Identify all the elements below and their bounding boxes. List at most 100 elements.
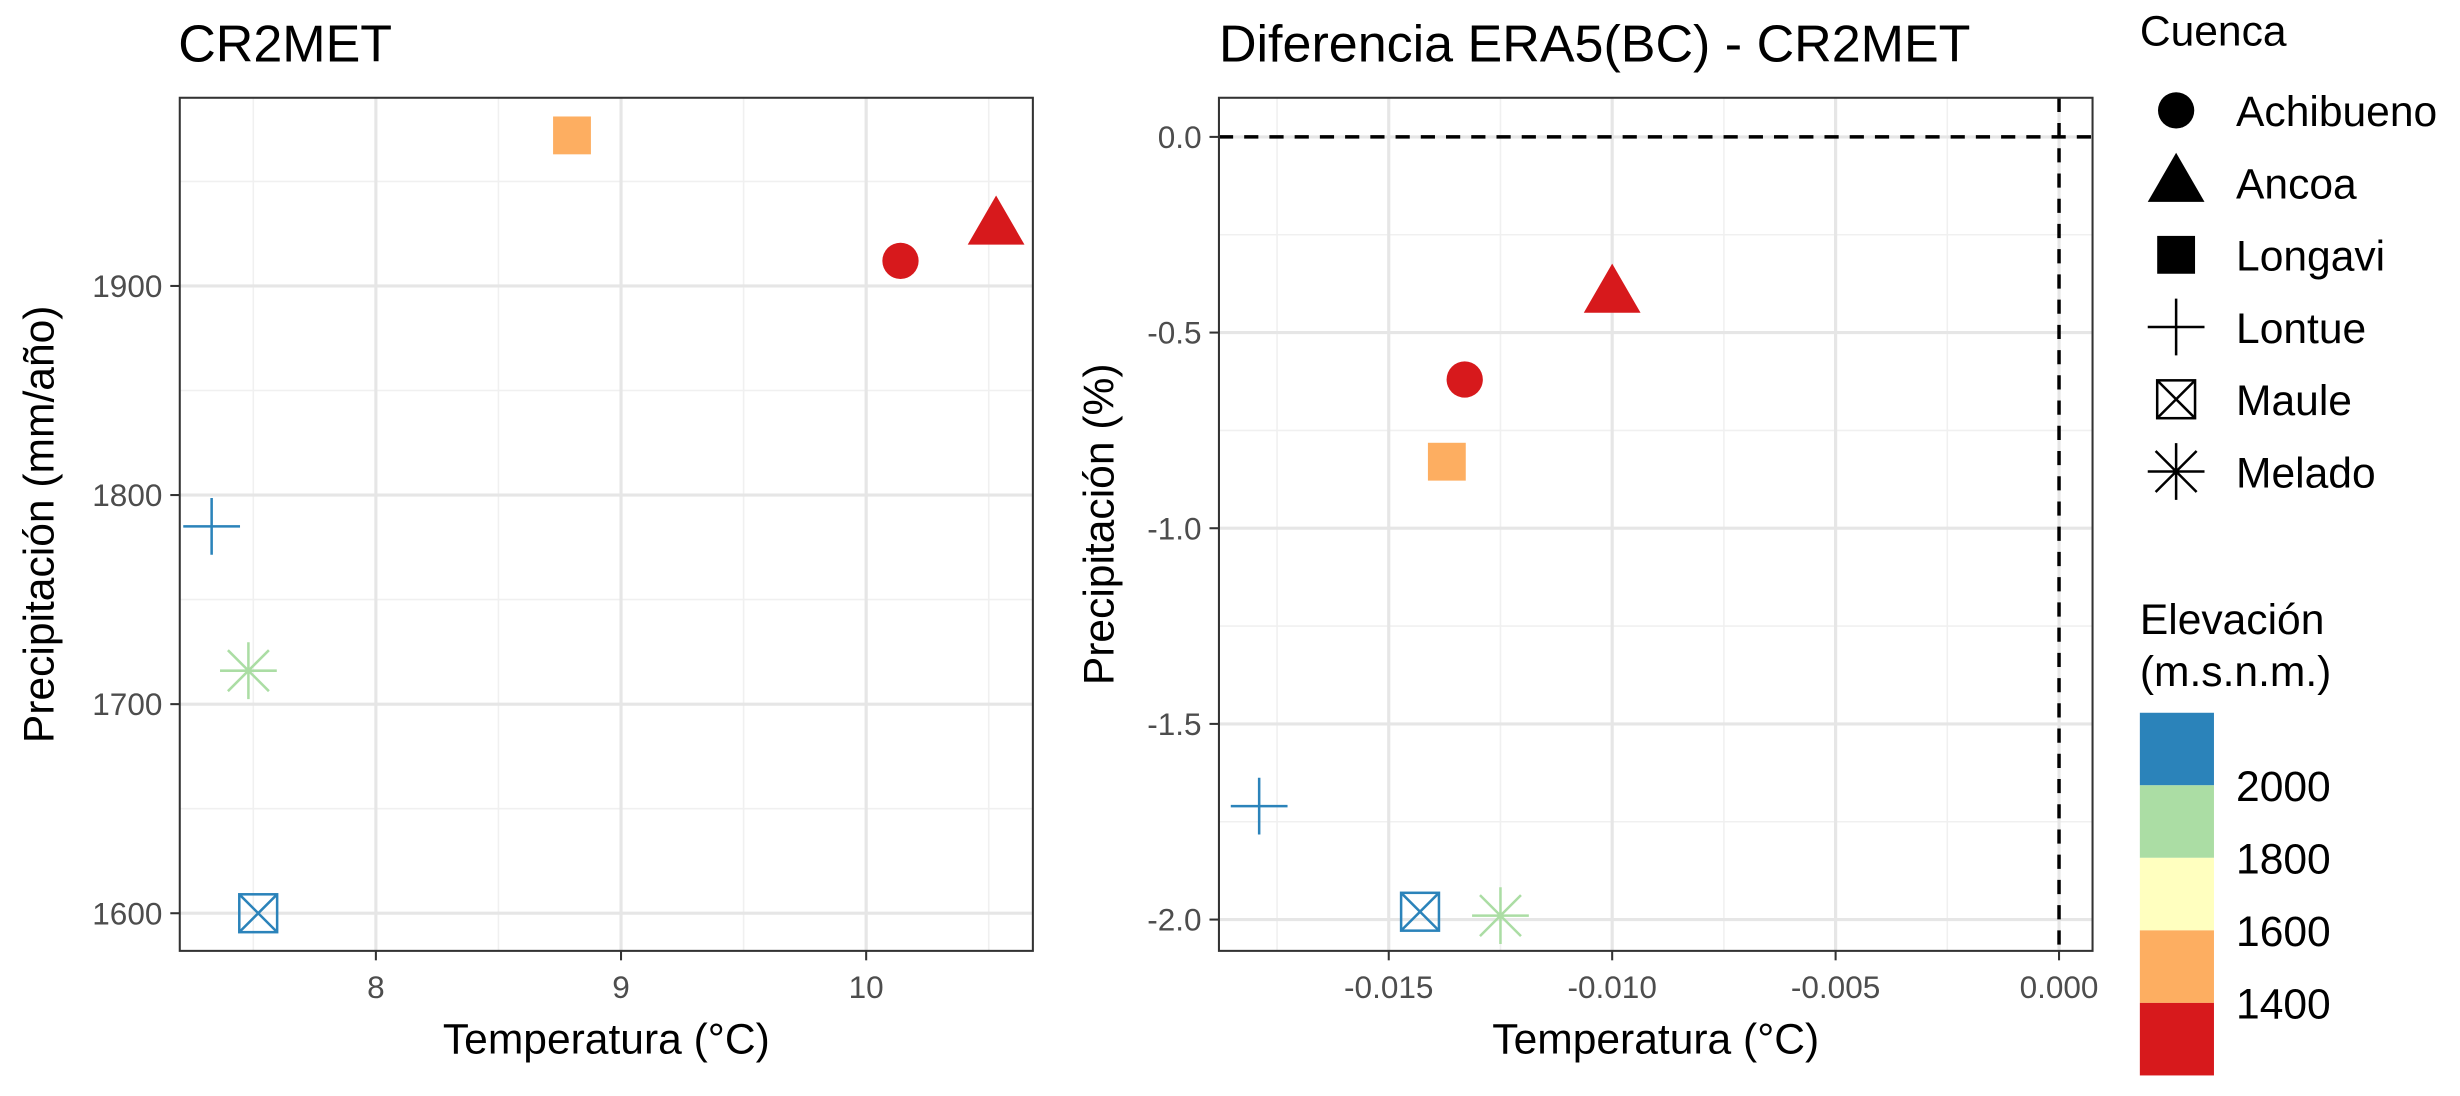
point-achibueno (1446, 361, 1483, 398)
y-axis-title: Precipitación (%) (1075, 363, 1123, 685)
legend-item-label: Lontue (2236, 305, 2366, 353)
data-points (1230, 263, 1641, 945)
plot-background (179, 97, 1033, 951)
x-axis-title: Temperatura (°C) (1492, 1015, 1819, 1063)
legend-item-label: Longavi (2236, 233, 2385, 281)
point-melado (220, 642, 277, 700)
y-axis-ticks: 1600 1700 1800 1900 (92, 268, 180, 931)
y-tick-label: 1800 (92, 477, 162, 513)
boxcross-diagonals (1400, 891, 1440, 932)
x-tick-label: 10 (849, 969, 884, 1005)
triangle-marker (967, 195, 1025, 245)
plot-border (1217, 96, 2094, 952)
boxcross-marker (1399, 891, 1441, 932)
colorbar-label: 1600 (2236, 908, 2331, 956)
point-longavi (553, 116, 591, 155)
data-points (183, 116, 1025, 934)
plot-border (178, 96, 1034, 952)
x-tick-label: -0.005 (1791, 969, 1880, 1005)
colorbar-swatch (2139, 1002, 2214, 1076)
colorbar-swatch (2139, 712, 2214, 786)
x-tick-label: 8 (367, 969, 385, 1005)
plus-marker (2147, 298, 2205, 356)
asterisk-marker (1472, 887, 1529, 945)
y-tick-label: 0.0 (1158, 119, 1202, 155)
point-maule (238, 893, 279, 934)
boxcross-marker (2155, 379, 2197, 420)
legend-cuenca: Cuenca Achibueno Ancoa Longavi Lontue Maule M… (2140, 8, 2437, 500)
y-tick-label: -2.0 (1147, 902, 1201, 938)
colorbar-label: 2000 (2236, 763, 2331, 811)
plus-marker (183, 498, 241, 555)
legend-item-label: Ancoa (2236, 160, 2357, 208)
x-tick-label: 0.000 (2020, 969, 2099, 1005)
colorbar-label: 1400 (2236, 981, 2331, 1029)
legend-item-longavi: Longavi (2157, 233, 2385, 281)
point-longavi (1427, 442, 1466, 481)
x-axis-ticks: 8 9 10 (367, 950, 884, 1005)
panel-diferencia: Diferencia ERA5(BC) - CR2MET -0.015 -0.01… (1075, 15, 2098, 1063)
legend-elevacion: Elevación (m.s.n.m.) 2000 1800 1600 1400 (2139, 596, 2332, 1076)
point-lontue (183, 498, 241, 555)
circle-marker (882, 242, 919, 279)
major-grid (179, 97, 1033, 951)
y-tick-label: -1.5 (1147, 706, 1201, 742)
point-melado (1472, 887, 1529, 945)
triangle-marker (2147, 152, 2205, 202)
x-axis-title: Temperatura (°C) (443, 1015, 770, 1063)
asterisk-marker (2147, 443, 2205, 500)
boxcross-marker (238, 893, 279, 934)
legend-item-label: Achibueno (2236, 88, 2437, 136)
panel-cr2met: CR2MET 8 9 10 1600 1700 1800 1900 Temperatura… (16, 15, 1034, 1063)
legend-item-lontue: Lontue (2147, 298, 2366, 356)
boxcross-diagonals (2156, 379, 2196, 420)
point-achibueno (882, 242, 919, 279)
plus-marker (1230, 777, 1288, 835)
legend-item-ancoa: Ancoa (2147, 152, 2357, 208)
boxcross-diagonals (238, 893, 279, 934)
y-tick-label: 1900 (92, 268, 162, 304)
legend-title-line-1: Elevación (2140, 596, 2325, 644)
legend-title: Cuenca (2140, 8, 2287, 56)
panel-title: Diferencia ERA5(BC) - CR2MET (1219, 15, 1970, 73)
triangle-marker (1583, 263, 1641, 313)
legend-item-achibueno: Achibueno (2157, 88, 2437, 136)
colorbar (2139, 712, 2214, 1076)
x-tick-label: -0.010 (1567, 969, 1656, 1005)
colorbar-labels: 2000 1800 1600 1400 (2236, 763, 2331, 1029)
minor-grid (1218, 97, 2093, 951)
square-marker (1427, 442, 1466, 481)
reference-lines (1218, 97, 2093, 951)
colorbar-swatch (2139, 785, 2214, 858)
legend-item-maule: Maule (2155, 377, 2352, 425)
square-marker (2157, 235, 2196, 274)
colorbar-swatch (2139, 857, 2214, 931)
legend-item-label: Melado (2236, 449, 2376, 497)
colorbar-label: 1800 (2236, 836, 2331, 884)
legend-title-line-2: (m.s.n.m.) (2140, 648, 2332, 696)
y-tick-label: -0.5 (1147, 315, 1201, 351)
x-tick-label: -0.015 (1344, 969, 1433, 1005)
major-grid (1218, 97, 2093, 951)
colorbar-swatch (2139, 930, 2214, 1003)
plot-background (1218, 97, 2093, 951)
point-lontue (1230, 777, 1288, 835)
y-axis-ticks: -2.0 -1.5 -1.0 -0.5 0.0 (1147, 119, 1219, 938)
panel-title: CR2MET (178, 15, 392, 73)
point-ancoa (967, 195, 1025, 245)
legend-item-label: Maule (2236, 377, 2352, 425)
y-tick-label: 1700 (92, 686, 162, 722)
asterisk-marker (220, 642, 277, 700)
minor-grid (179, 97, 1033, 951)
point-maule (1399, 891, 1441, 932)
circle-marker (2157, 92, 2195, 129)
y-tick-label: -1.0 (1147, 510, 1201, 546)
point-ancoa (1583, 263, 1641, 313)
x-tick-label: 9 (612, 969, 630, 1005)
circle-marker (1446, 361, 1483, 398)
y-tick-label: 1600 (92, 895, 162, 931)
legend-items: Achibueno Ancoa Longavi Lontue Maule Melado (2147, 88, 2437, 500)
y-axis-title: Precipitación (mm/año) (16, 306, 64, 744)
